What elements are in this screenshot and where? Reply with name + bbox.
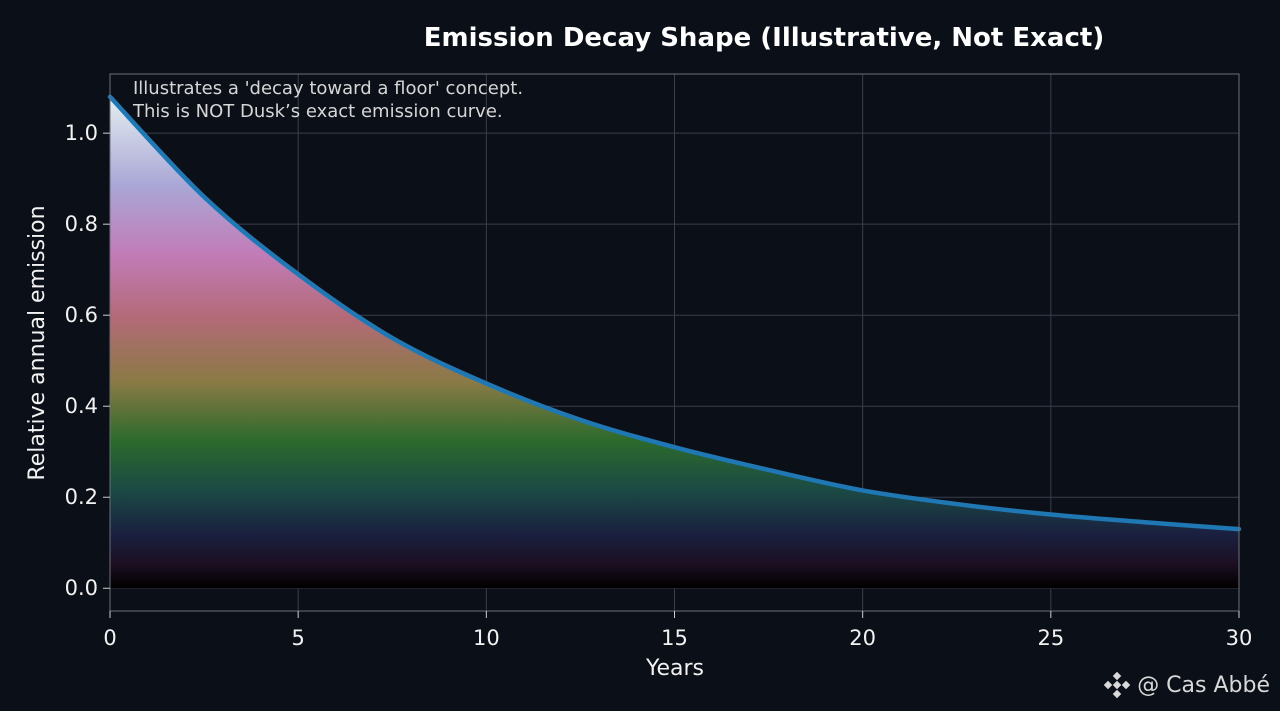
x-tick-label: 25 xyxy=(1037,626,1064,650)
y-tick-label: 0.4 xyxy=(65,394,98,418)
binance-logo-icon xyxy=(1103,671,1131,699)
y-tick-label: 0.8 xyxy=(65,212,98,236)
y-tick-label: 0.0 xyxy=(65,576,98,600)
series-line-group xyxy=(107,94,1242,532)
y-tick-label: 0.6 xyxy=(65,303,98,327)
area-fill xyxy=(110,96,1239,589)
x-tick-label: 0 xyxy=(103,626,116,650)
y-axis-label: Relative annual emission xyxy=(25,205,50,480)
watermark-text: @ Cas Abbé xyxy=(1137,672,1270,698)
annotation-line-1: Illustrates a 'decay toward a floor' con… xyxy=(133,78,523,99)
annotation-line-2: This is NOT Dusk’s exact emission curve. xyxy=(132,101,503,122)
x-axis-label: Years xyxy=(645,656,704,681)
watermark: @ Cas Abbé xyxy=(1103,671,1270,699)
chart-title: Emission Decay Shape (Illustrative, Not … xyxy=(424,23,1104,53)
x-tick-label: 20 xyxy=(849,626,876,650)
area-fill-shape xyxy=(110,96,1239,589)
x-tick-label: 10 xyxy=(473,626,500,650)
x-tick-label: 5 xyxy=(291,626,304,650)
y-tick-label: 0.2 xyxy=(65,485,98,509)
axis-ticks: 0 5 10 15 20 25 30 0.0 0.2 0.4 0.6 0.8 1.0 xyxy=(65,121,1253,650)
x-tick-label: 30 xyxy=(1226,626,1253,650)
series-line xyxy=(107,94,1242,532)
x-tick-label: 15 xyxy=(661,626,688,650)
y-tick-label: 1.0 xyxy=(65,121,98,145)
